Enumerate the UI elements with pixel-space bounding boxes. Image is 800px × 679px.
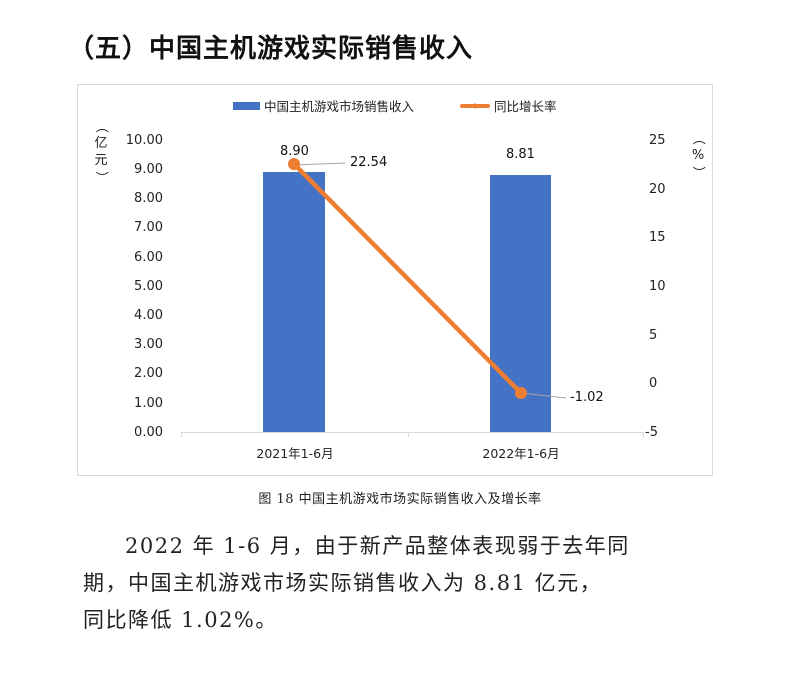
bar-2021	[263, 172, 325, 432]
paragraph-line: 期，中国主机游戏市场实际销售收入为 8.81 亿元，	[83, 571, 603, 595]
left-axis-unit: （ 亿 元 ）	[93, 118, 109, 186]
bar-swatch-icon	[233, 101, 260, 110]
growth-point-2022	[515, 387, 527, 399]
growth-label-2021: 22.54	[350, 155, 388, 170]
paragraph-line: 2022 年 1-6 月，由于新产品整体表现弱于去年同	[125, 534, 630, 558]
y-tick-right: 25	[649, 133, 666, 148]
legend-label-revenue: 中国主机游戏市场销售收入	[264, 99, 415, 114]
right-axis-unit: （ % ）	[690, 130, 706, 181]
y-tick-left: 8.00	[134, 191, 163, 206]
paragraph-line: 同比降低 1.02%。	[83, 608, 278, 632]
y-tick-right: 0	[649, 376, 658, 391]
y-tick-left: 6.00	[134, 250, 163, 265]
growth-point-2021	[288, 158, 300, 170]
legend-label-growth: 同比增长率	[494, 99, 557, 114]
y-tick-left: 2.00	[134, 366, 163, 381]
y-tick-right: -5	[645, 425, 658, 440]
chart-frame	[77, 84, 713, 476]
y-tick-left: 7.00	[134, 220, 163, 235]
growth-line	[291, 161, 524, 396]
y-tick-right: 5	[649, 328, 658, 343]
chart-legend: 中国主机游戏市场销售收入 同比增长率	[0, 96, 800, 116]
y-tick-left: 5.00	[134, 279, 163, 294]
y-tick-left: 1.00	[134, 396, 163, 411]
leader-line	[520, 392, 567, 399]
y-tick-left: 0.00	[134, 425, 163, 440]
section-heading: （五）中国主机游戏实际销售收入	[68, 34, 474, 64]
leader-line	[293, 162, 346, 166]
y-tick-left: 10.00	[125, 133, 163, 148]
unit-char: 亿	[94, 136, 108, 151]
growth-label-2022: -1.02	[570, 390, 604, 405]
x-category: 2022年1-6月	[482, 446, 560, 461]
y-tick-right: 20	[649, 182, 666, 197]
body-paragraph: 2022 年 1-6 月，由于新产品整体表现弱于去年同 期，中国主机游戏市场实际…	[83, 528, 743, 639]
figure-caption: 图 18 中国主机游戏市场实际销售收入及增长率	[258, 492, 542, 507]
y-tick-right: 10	[649, 279, 666, 294]
y-tick-left: 3.00	[134, 337, 163, 352]
bar-label-2021: 8.90	[280, 144, 309, 159]
x-category: 2021年1-6月	[256, 446, 334, 461]
bar-label-2022: 8.81	[506, 147, 535, 162]
y-tick-left: 4.00	[134, 308, 163, 323]
y-tick-left: 9.00	[134, 162, 163, 177]
legend-item-revenue: 中国主机游戏市场销售收入	[233, 96, 414, 115]
unit-char: 元	[94, 153, 108, 168]
unit-char: %	[691, 148, 705, 163]
y-tick-right: 15	[649, 230, 666, 245]
